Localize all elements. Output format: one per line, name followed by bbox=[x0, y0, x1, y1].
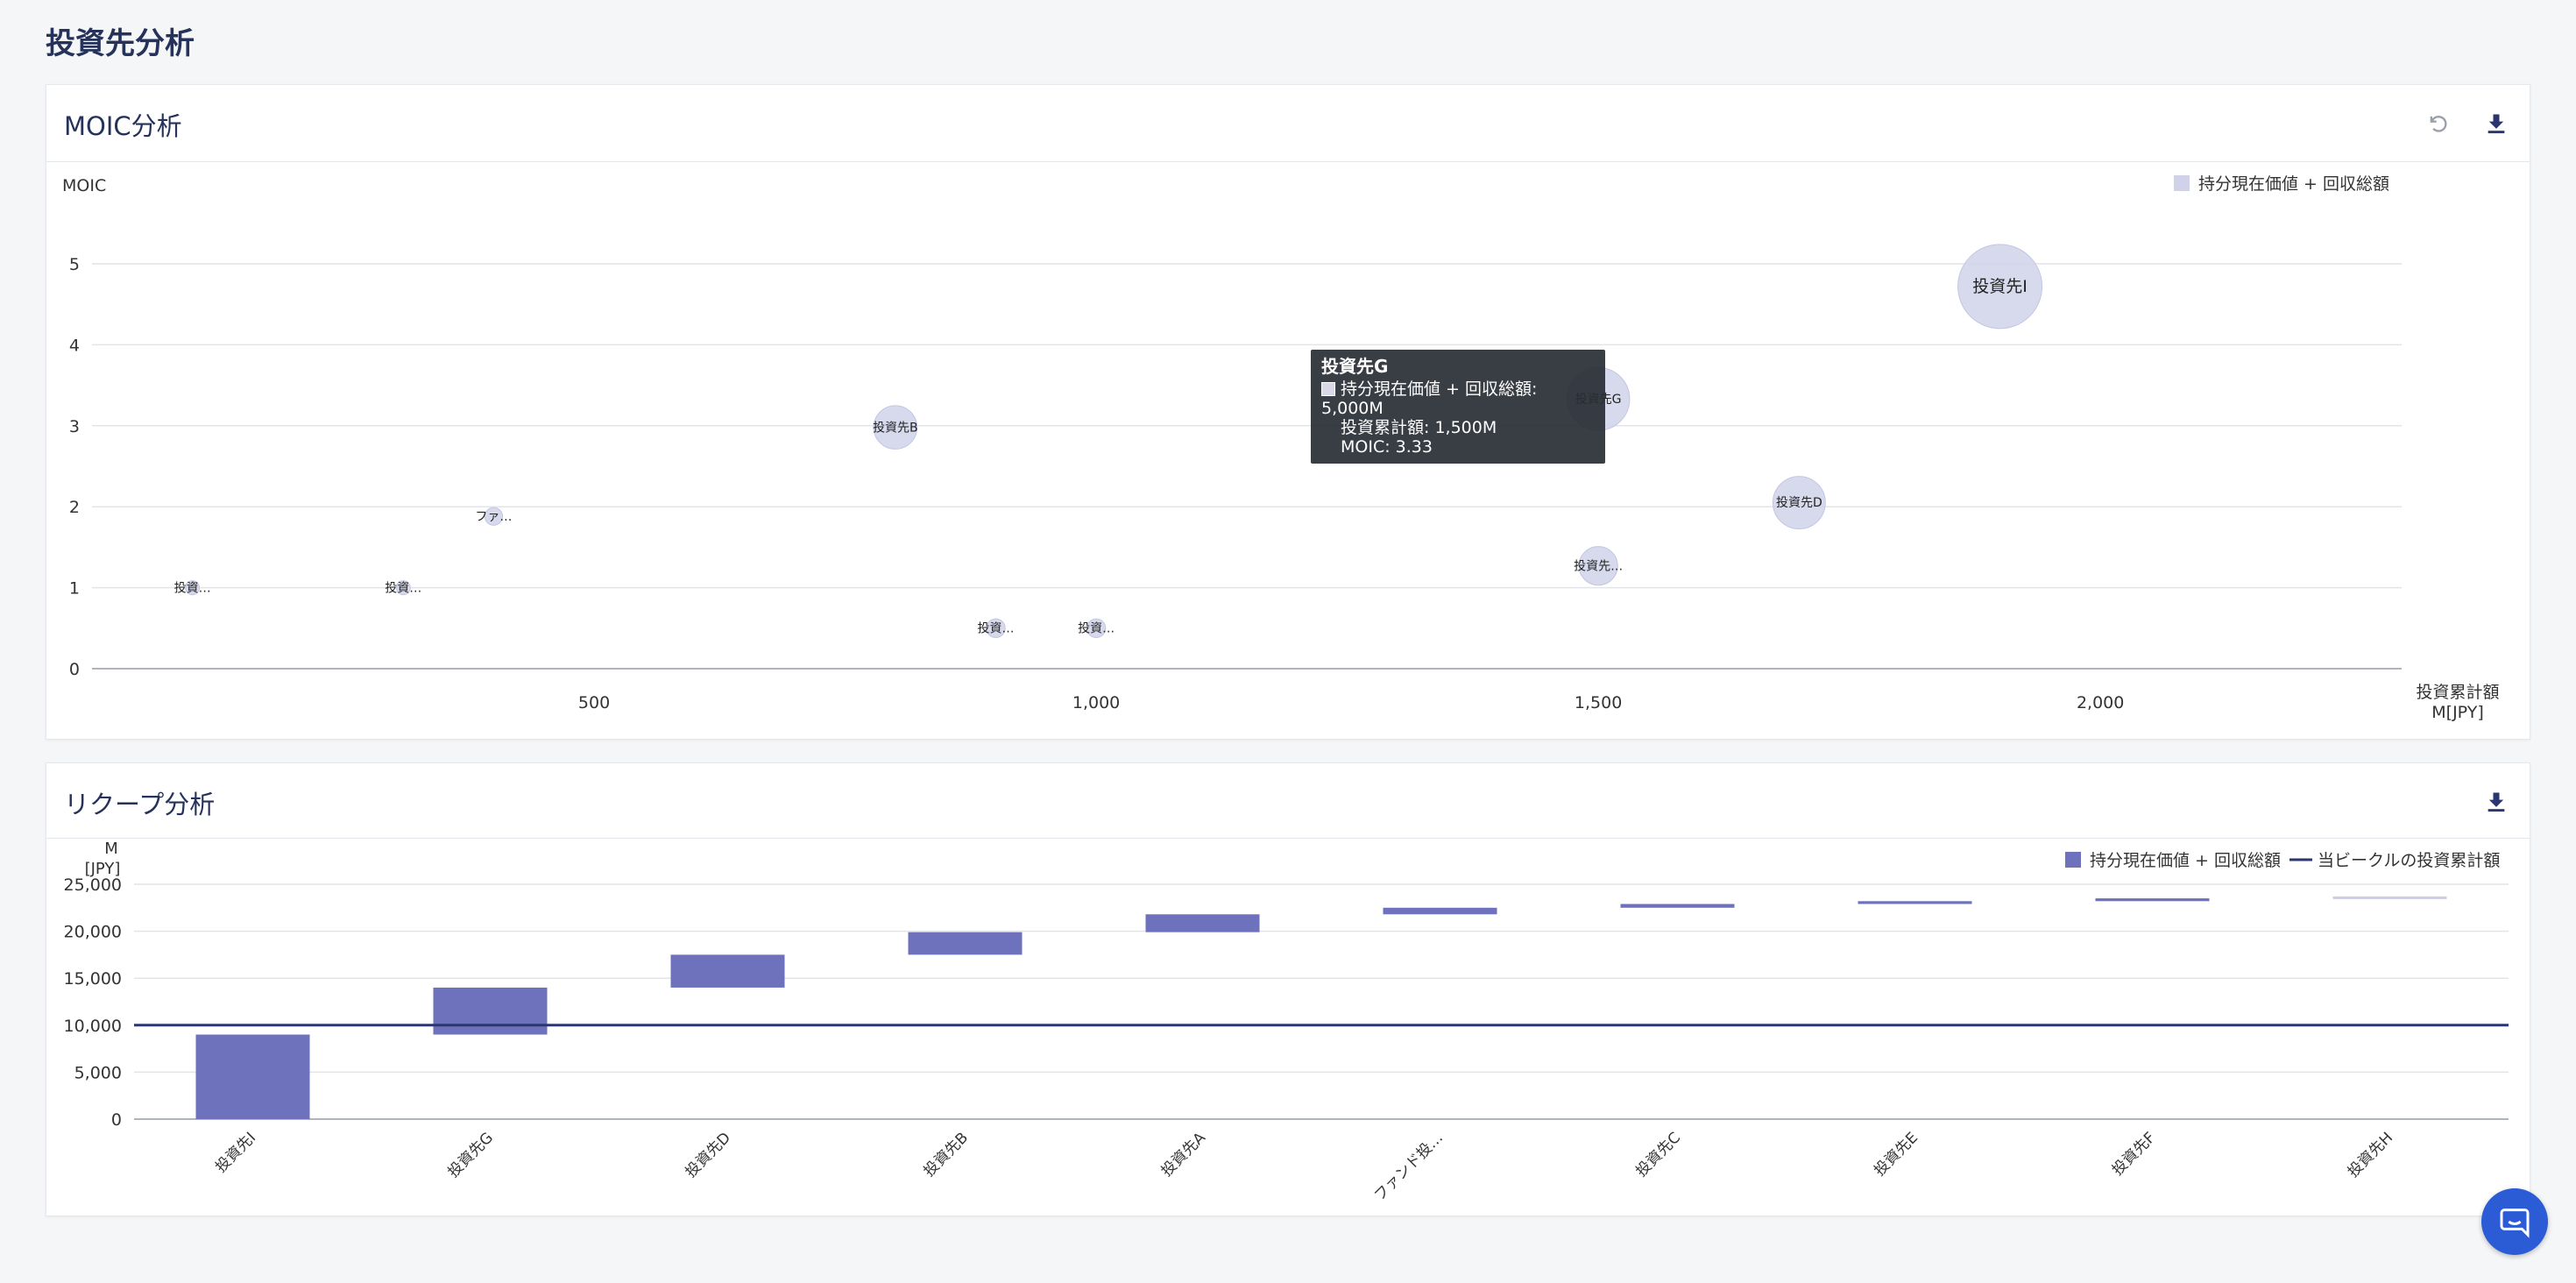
chat-icon bbox=[2500, 1209, 2530, 1238]
download-icon[interactable] bbox=[2479, 784, 2514, 819]
y-axis-label-line2: [JPY] bbox=[85, 860, 121, 878]
tooltip-title: 投資先G bbox=[1321, 356, 1389, 377]
y-axis-label-line1: M bbox=[104, 840, 118, 858]
y-tick-label: 5,000 bbox=[74, 1063, 122, 1082]
x-tick-label: 1,500 bbox=[1575, 693, 1622, 712]
recoup-chart: M [JPY] 0 5,000 10,000 15,000 20,000 25,000 持分現在… bbox=[64, 840, 2509, 1205]
tooltip-line2: 投資累計額: 1,500M bbox=[1341, 418, 1497, 437]
data-point bbox=[395, 580, 411, 596]
data-point-label: 投資先I bbox=[1972, 277, 2028, 296]
y-tick-label: 2 bbox=[69, 498, 80, 517]
x-axis-label-line2: M[JPY] bbox=[2431, 703, 2483, 722]
y-tick-label: 15,000 bbox=[64, 969, 122, 989]
recoup-card: リクープ分析 M [JPY] 0 5,000 10,000 15,000 20,000 25,… bbox=[46, 762, 2530, 1216]
y-tick-label: 0 bbox=[69, 660, 80, 679]
y-tick-label: 10,000 bbox=[64, 1017, 122, 1036]
bar bbox=[1383, 907, 1497, 915]
x-tick-label: 投資先I bbox=[212, 1129, 259, 1176]
y-tick-label: 20,000 bbox=[64, 923, 122, 942]
tooltip-line3: MOIC: 3.33 bbox=[1341, 437, 1433, 457]
x-tick-label: 投資先G bbox=[445, 1129, 498, 1181]
download-icon[interactable] bbox=[2479, 106, 2514, 141]
data-point bbox=[986, 618, 1006, 639]
x-axis-label-line1: 投資累計額 bbox=[2416, 683, 2499, 702]
y-tick-label: 5 bbox=[69, 255, 80, 274]
data-point bbox=[1772, 476, 1826, 530]
data-point-label: 投資先D bbox=[1776, 496, 1822, 510]
data-point bbox=[484, 507, 504, 526]
data-point bbox=[873, 405, 918, 450]
moic-card-header: MOIC分析 bbox=[46, 85, 2530, 162]
page-title: 投資先分析 bbox=[46, 26, 195, 61]
moic-card: MOIC分析 MOIC 0 1 2 3 4 5 500 1,000 1,500 2,000 投資累計額… bbox=[46, 84, 2530, 740]
x-tick-label: 投資先F bbox=[2109, 1129, 2159, 1179]
x-tick-label: 投資先A bbox=[1158, 1129, 1210, 1180]
data-point-label: 投資先B bbox=[873, 421, 918, 435]
data-point-label: 投資… bbox=[174, 581, 211, 595]
data-point-label: ファ… bbox=[475, 510, 512, 524]
chat-button[interactable] bbox=[2481, 1188, 2548, 1255]
tooltip-value-line: 持分現在価値 + 回収総額: 5,000M bbox=[1321, 379, 1595, 418]
x-tick-label: 1,000 bbox=[1072, 693, 1120, 712]
data-point-label: 投資… bbox=[385, 581, 421, 595]
data-point-label: 投資先… bbox=[1574, 559, 1623, 573]
x-tick-label: ファンド投… bbox=[1371, 1129, 1447, 1204]
legend-swatch bbox=[2174, 175, 2190, 191]
x-tick-label: 2,000 bbox=[2077, 693, 2124, 712]
x-tick-label: 投資先C bbox=[1632, 1129, 1684, 1180]
x-tick-label: 投資先H bbox=[2345, 1129, 2396, 1180]
moic-tooltip: 投資先G 持分現在価値 + 回収総額: 5,000M 投資累計額: 1,500M… bbox=[1311, 350, 1605, 464]
bar bbox=[1145, 914, 1260, 932]
bar bbox=[908, 932, 1023, 955]
legend-label-line: 当ビークルの投資累計額 bbox=[2318, 851, 2500, 870]
tooltip-swatch bbox=[1321, 382, 1335, 396]
x-tick-label: 投資先B bbox=[921, 1129, 972, 1180]
legend-label: 持分現在価値 + 回収総額 bbox=[2198, 174, 2389, 194]
y-tick-label: 1 bbox=[69, 579, 80, 599]
y-tick-label: 0 bbox=[111, 1110, 122, 1130]
bar bbox=[1858, 901, 1972, 904]
bar bbox=[195, 1034, 310, 1119]
y-axis-label: MOIC bbox=[62, 176, 106, 195]
x-tick-label: 投資先D bbox=[683, 1129, 734, 1180]
bar bbox=[670, 954, 785, 988]
reset-icon[interactable] bbox=[2421, 106, 2456, 141]
data-point bbox=[1957, 244, 2043, 330]
data-point bbox=[1086, 618, 1107, 639]
moic-card-title: MOIC分析 bbox=[64, 111, 182, 141]
bar bbox=[433, 987, 548, 1035]
bar bbox=[2332, 896, 2447, 899]
legend-swatch-bar bbox=[2065, 852, 2081, 868]
y-tick-label: 25,000 bbox=[64, 875, 122, 895]
y-tick-label: 3 bbox=[69, 417, 80, 436]
data-point-label: 投資… bbox=[1078, 621, 1115, 635]
y-tick-label: 4 bbox=[69, 336, 80, 355]
bar bbox=[1620, 904, 1735, 908]
data-point bbox=[185, 580, 201, 596]
recoup-card-header: リクープ分析 bbox=[46, 763, 2530, 839]
bar bbox=[2095, 898, 2210, 902]
x-tick-label: 投資先E bbox=[1871, 1129, 1921, 1180]
data-point-label: 投資… bbox=[977, 621, 1014, 635]
x-tick-label: 500 bbox=[578, 693, 610, 712]
data-point bbox=[1578, 546, 1618, 586]
legend-label-bar: 持分現在価値 + 回収総額 bbox=[2090, 851, 2281, 870]
recoup-card-title: リクープ分析 bbox=[64, 790, 216, 819]
tooltip-line1: 持分現在価値 + 回収総額: 5,000M bbox=[1321, 379, 1538, 418]
